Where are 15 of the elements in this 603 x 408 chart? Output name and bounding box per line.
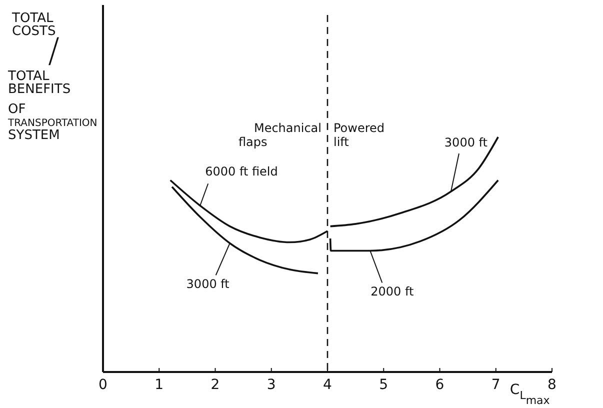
x-tick-label: 3 [266, 377, 276, 393]
text: 6000 ft field [205, 164, 278, 179]
series-label: 3000 ft [444, 136, 488, 150]
x-tick-label: 1 [154, 377, 164, 393]
annotation: Powered lift [334, 121, 385, 149]
text: 3000 ft [186, 277, 230, 292]
x-tick-label: 4 [323, 377, 332, 393]
x-tick-label: 7 [491, 377, 500, 393]
annotation: Mechanical flaps [238, 121, 322, 149]
x-tick-label: 2 [210, 377, 220, 393]
x-tick-label: 6 [435, 377, 444, 393]
x-tick-label: 8 [548, 377, 556, 393]
x-tick-label: 0 [98, 377, 108, 393]
x-tick-label: 5 [379, 377, 388, 393]
text: 2000 ft [370, 284, 414, 299]
